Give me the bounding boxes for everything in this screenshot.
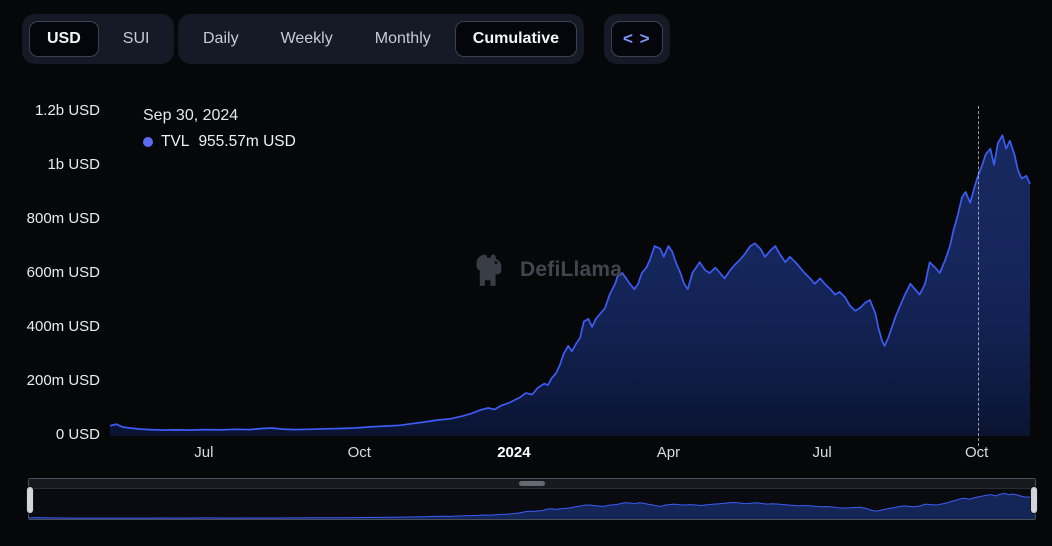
tooltip-series-name: TVL — [161, 133, 190, 150]
y-axis-label: 1b USD — [47, 156, 100, 173]
currency-toggle-group: USD SUI — [22, 14, 175, 64]
tvl-line — [109, 134, 1031, 431]
watermark-label: DefiLlama — [520, 258, 623, 281]
x-axis-label: 2024 — [497, 444, 531, 461]
x-axis-label: Oct — [347, 444, 371, 461]
monthly-button[interactable]: Monthly — [357, 21, 449, 57]
interval-toggle-group: Daily Weekly Monthly Cumulative — [178, 14, 585, 64]
x-axis-label: Apr — [656, 444, 681, 461]
y-axis-label: 0 USD — [55, 426, 100, 443]
range-navigator[interactable] — [27, 478, 1037, 520]
usd-button[interactable]: USD — [29, 21, 99, 57]
navigator-area-fill — [29, 493, 1035, 519]
navigator-right-handle[interactable] — [1031, 487, 1037, 513]
tvl-chart-plot[interactable] — [109, 95, 1040, 450]
x-axis-label: Jul — [194, 444, 214, 461]
crosshair-line — [977, 106, 979, 446]
tooltip-series-row: TVL 955.57m USD — [143, 133, 296, 151]
daily-button[interactable]: Daily — [185, 21, 257, 57]
tooltip-series-value: 955.57m USD — [198, 133, 296, 150]
y-axis-label: 200m USD — [26, 372, 100, 389]
y-axis-label: 400m USD — [26, 318, 100, 335]
navigator-left-handle[interactable] — [27, 487, 33, 513]
expand-group: < > — [604, 14, 670, 64]
navigator-chart-svg — [29, 492, 1035, 519]
cumulative-button[interactable]: Cumulative — [454, 21, 578, 57]
watermark: DefiLlama — [470, 250, 622, 290]
chart-tooltip: Sep 30, 2024 TVL 955.57m USD — [143, 106, 296, 151]
tvl-area-fill — [110, 135, 1030, 437]
sui-button[interactable]: SUI — [105, 21, 168, 57]
x-axis-label: Jul — [812, 444, 832, 461]
expand-chart-button[interactable]: < > — [611, 21, 663, 57]
defillama-logo-icon — [470, 250, 510, 290]
navigator-line — [29, 492, 1035, 519]
x-axis: Jul Oct 2024 Apr Jul Oct — [110, 444, 1040, 464]
x-axis-label: Oct — [964, 444, 989, 461]
y-axis-label: 1.2b USD — [34, 102, 100, 119]
weekly-button[interactable]: Weekly — [263, 21, 351, 57]
tooltip-date: Sep 30, 2024 — [143, 107, 239, 124]
navigator-scrollbar[interactable] — [29, 479, 1035, 489]
navigator-grip[interactable] — [519, 481, 545, 486]
tvl-chart-svg — [109, 134, 1031, 437]
tvl-series-dot-icon — [143, 137, 153, 147]
y-axis-label: 800m USD — [26, 210, 100, 227]
y-axis: 1.2b USD 1b USD 800m USD 600m USD 400m USD 20… — [0, 0, 100, 470]
y-axis-label: 600m USD — [26, 264, 100, 281]
code-chevrons-icon: < > — [623, 29, 651, 48]
